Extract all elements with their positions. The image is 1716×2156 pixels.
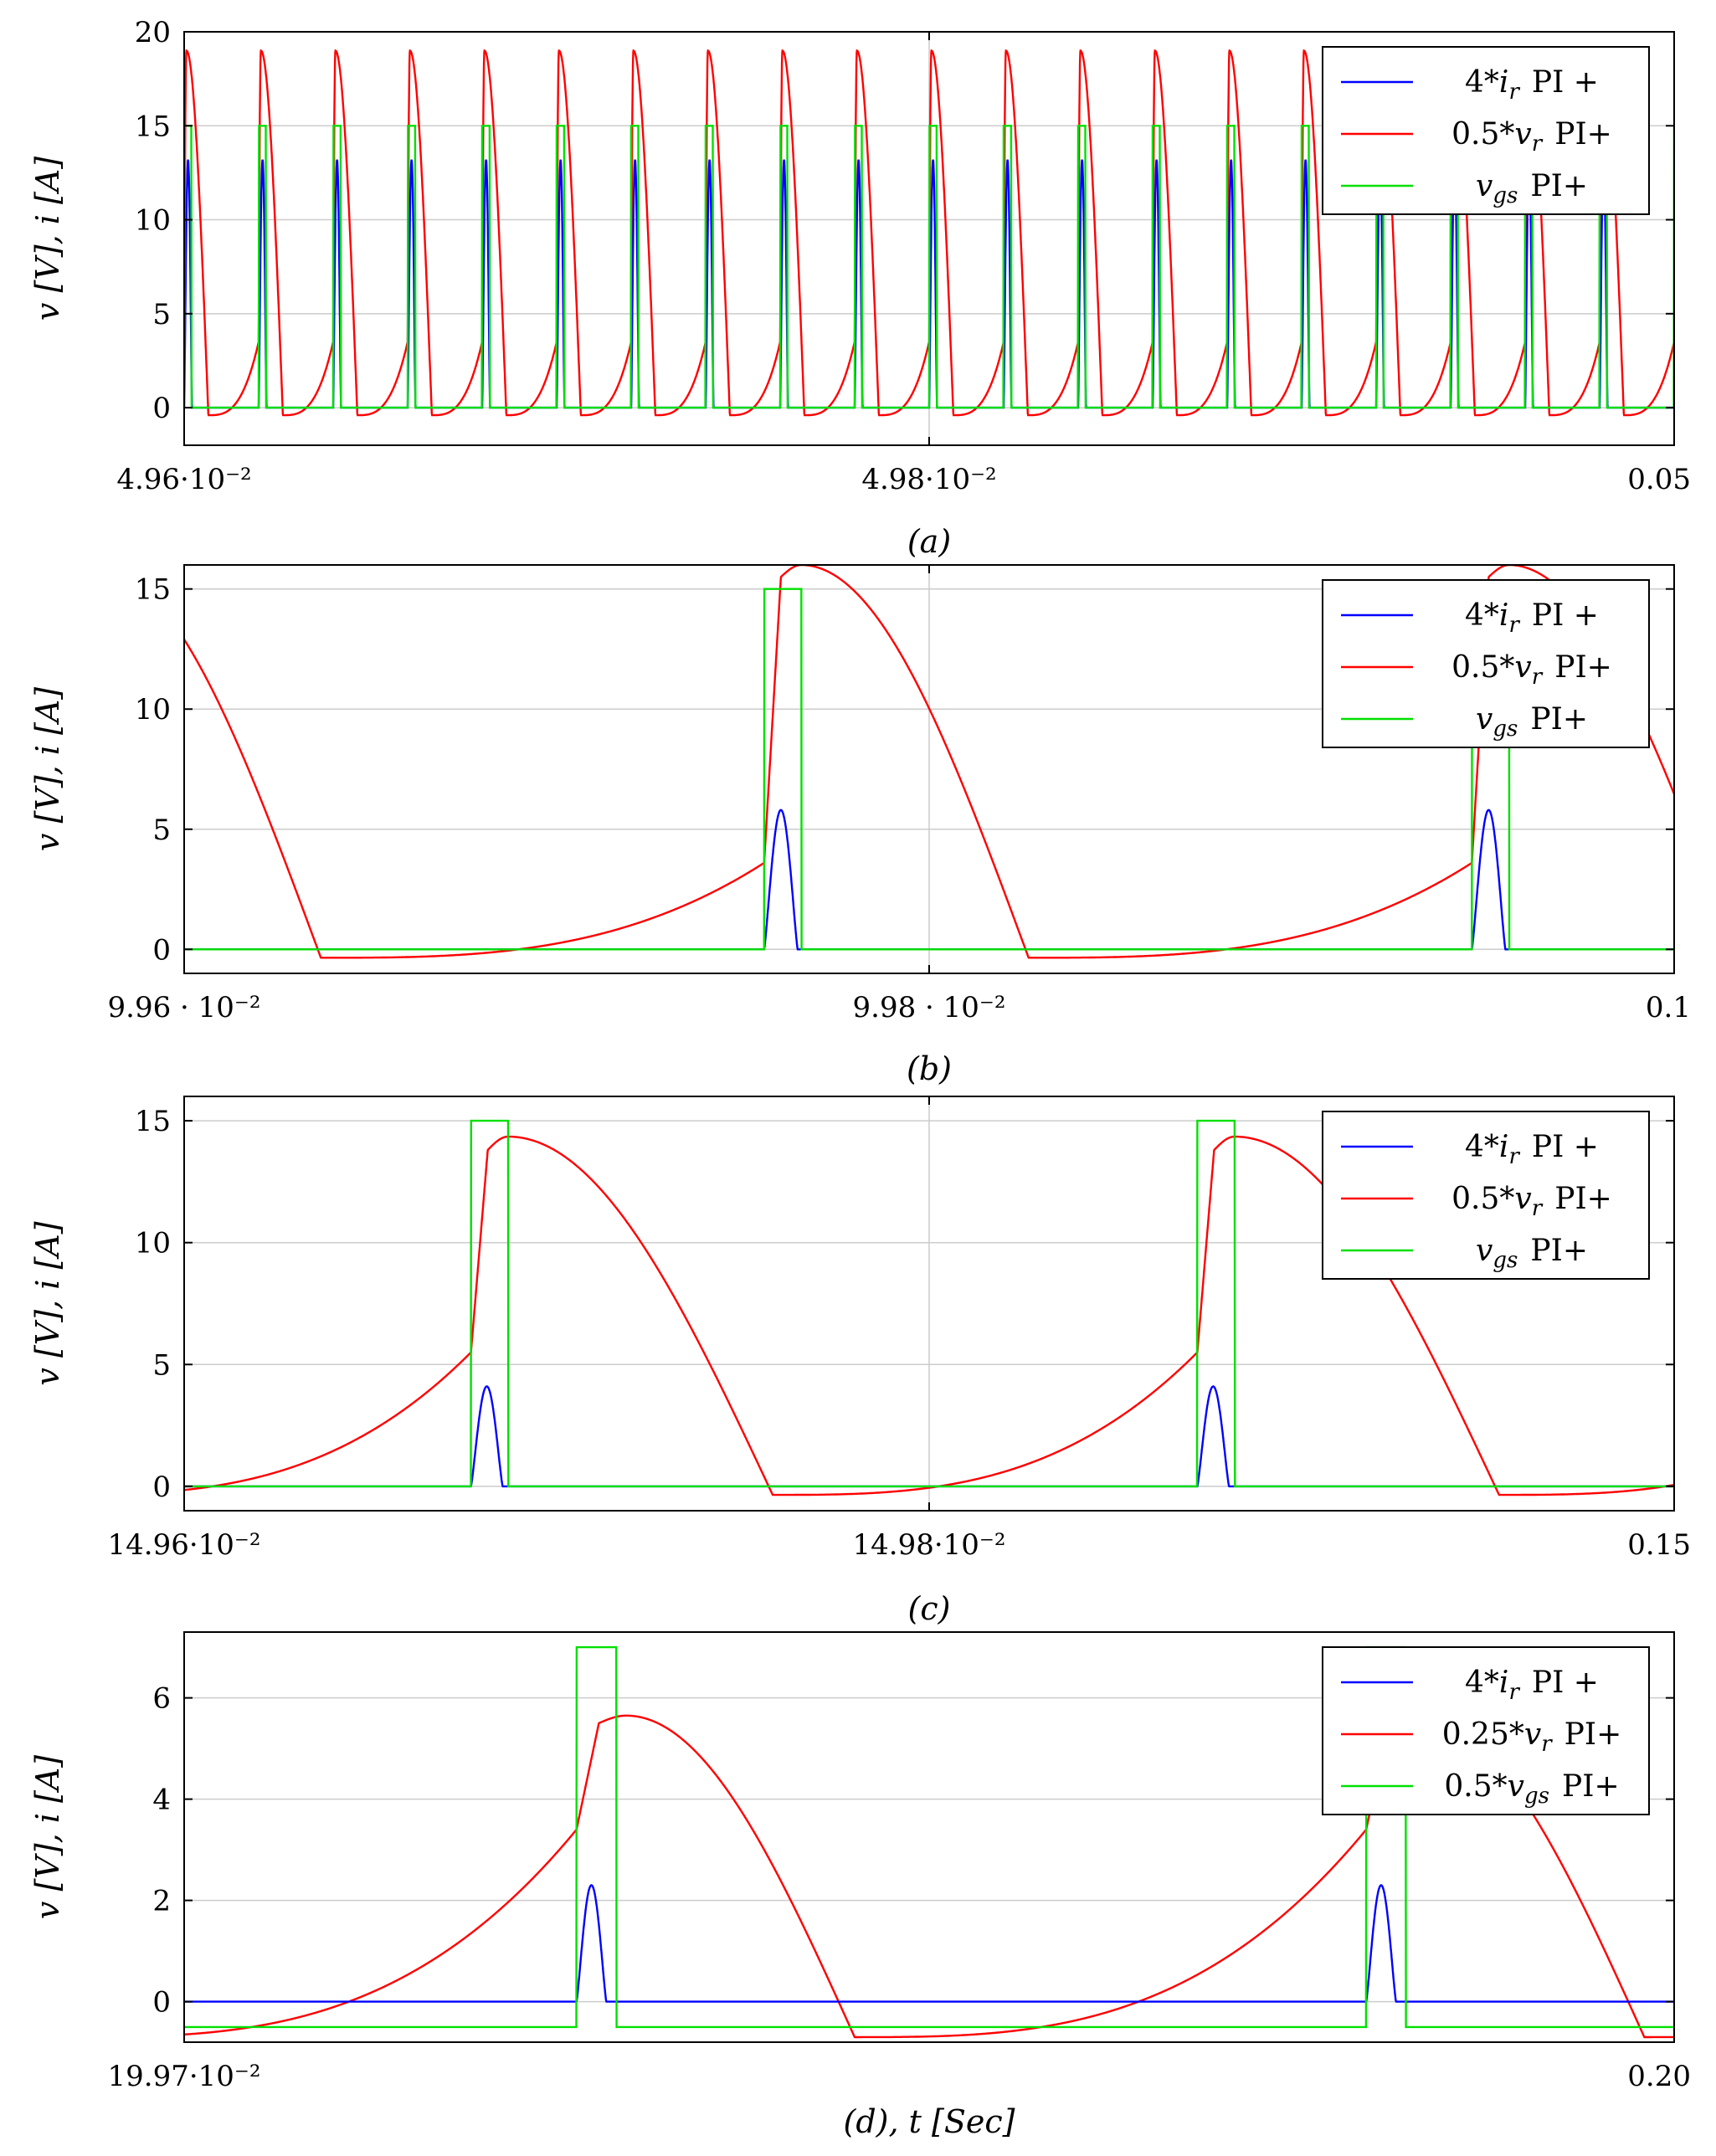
chart-panel-4: 0 2 4 6 19.97·10⁻² 0.20 v [V], i [A] (d), t [Se… (29, 1631, 1691, 2140)
legend-entry: 0.5*vr PI+ (1451, 650, 1612, 690)
chart-panel-3: 0 5 10 15 14.96·10⁻² 14.98·10⁻² 0.15 v [V], i [… (29, 1096, 1691, 1627)
y-tick-label: 0 (152, 1471, 171, 1504)
panel-caption: (d), t [Sec] (844, 2103, 1015, 2140)
chart-panel-1: 0 5 10 15 20 4.96·10⁻² 4.98·10⁻² 0.05 v [V], i [… (29, 16, 1691, 560)
y-axis-label: v [V], i [A] (29, 1755, 66, 1919)
y-tick-label: 0 (152, 1986, 171, 2020)
series-line-gate (184, 1119, 1674, 1488)
legend-entry: 0.5*vr PI+ (1451, 1182, 1612, 1221)
legend-entry: 0.5*vgs PI+ (1444, 1769, 1619, 1809)
legend-entry: 0.5*vr PI+ (1451, 117, 1612, 157)
y-tick-label: 10 (135, 1227, 171, 1260)
series-group (184, 1119, 1674, 1496)
x-tick-label: 9.98 · 10⁻² (853, 991, 1006, 1024)
legend: 4*ir PI + 0.5*vr PI+ vgs PI+ (1322, 1111, 1650, 1280)
y-tick-label: 5 (152, 298, 171, 331)
series-line-gate (184, 125, 1674, 409)
y-tick-label: 15 (135, 110, 171, 143)
x-tick-label: 4.96·10⁻² (116, 463, 251, 496)
legend-entry: 4*ir PI + (1465, 1666, 1599, 1705)
legend-entry: vgs PI+ (1476, 169, 1588, 208)
y-tick-label: 10 (135, 204, 171, 238)
y-axis-label: v [V], i [A] (29, 687, 66, 851)
y-axis-label: v [V], i [A] (29, 157, 66, 321)
y-tick-label: 15 (135, 1105, 171, 1138)
x-tick-label: 19.97·10⁻² (108, 2060, 261, 2093)
y-tick-label: 10 (135, 693, 171, 726)
legend-entry: vgs PI+ (1476, 1234, 1588, 1273)
panel-caption: (c) (908, 1590, 951, 1627)
series-group (184, 565, 1674, 959)
x-tick-label: 0.20 (1627, 2060, 1691, 2093)
series-line-voltage (184, 1135, 1674, 1496)
y-tick-label: 20 (135, 16, 171, 49)
series-line-voltage (184, 565, 1674, 959)
series-group (184, 49, 1674, 417)
legend: 4*ir PI + 0.5*vr PI+ vgs PI+ (1322, 46, 1650, 215)
axes-frame (183, 1631, 1675, 2043)
x-tick-label: 0.1 (1646, 991, 1691, 1024)
x-tick-label: 9.96 · 10⁻² (108, 991, 261, 1024)
panel-caption: (a) (907, 523, 951, 560)
legend-entry: 4*ir PI + (1465, 1130, 1599, 1169)
series-line-gate (184, 588, 1674, 951)
legend: 4*ir PI + 0.25*vr PI+ 0.5*vgs PI+ (1322, 1646, 1650, 1815)
legend-entry: 0.25*vr PI+ (1442, 1717, 1622, 1757)
y-tick-label: 15 (135, 573, 171, 607)
y-tick-label: 0 (152, 392, 171, 425)
legend: 4*ir PI + 0.5*vr PI+ vgs PI+ (1322, 579, 1650, 748)
y-tick-label: 4 (152, 1784, 171, 1817)
y-tick-label: 2 (152, 1885, 171, 1918)
y-tick-label: 6 (152, 1682, 171, 1716)
legend-entry: 4*ir PI + (1465, 65, 1599, 105)
chart-panel-2: 0 5 10 15 9.96 · 10⁻² 9.98 · 10⁻² 0.1 v [V], i … (29, 564, 1691, 1087)
legend-entry: 4*ir PI + (1465, 598, 1599, 638)
x-tick-label: 0.15 (1627, 1528, 1691, 1562)
x-tick-label: 14.98·10⁻² (853, 1528, 1006, 1562)
y-tick-label: 5 (152, 814, 171, 847)
x-tick-label: 14.96·10⁻² (108, 1528, 261, 1562)
x-tick-label: 4.98·10⁻² (861, 463, 996, 496)
y-tick-label: 0 (152, 933, 171, 967)
legend-entry: vgs PI+ (1476, 702, 1588, 742)
series-line-current (184, 1884, 1674, 2003)
panel-caption: (b) (907, 1050, 952, 1087)
x-tick-label: 0.05 (1627, 463, 1691, 496)
y-axis-label: v [V], i [A] (29, 1221, 66, 1385)
series-line-gate (184, 1645, 1674, 2029)
y-tick-label: 5 (152, 1348, 171, 1382)
